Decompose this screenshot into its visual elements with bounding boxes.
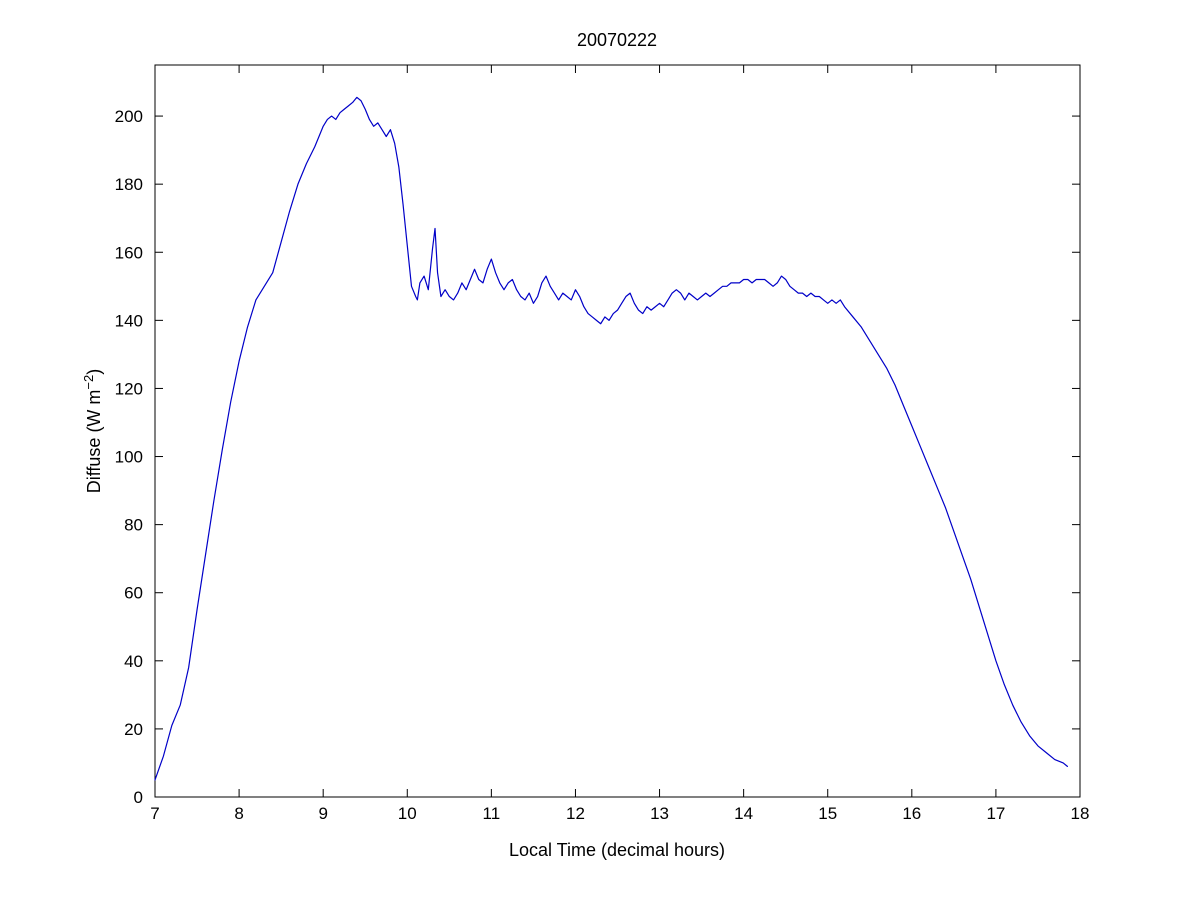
plot-box [154, 64, 1081, 798]
x-tick-label: 14 [734, 804, 753, 823]
y-tick-label: 60 [124, 584, 143, 603]
y-axis-label-main: Diffuse (W m [84, 389, 104, 494]
x-tick-label: 9 [318, 804, 327, 823]
y-axis-label-superscript: −2 [81, 374, 96, 390]
y-tick-label: 180 [115, 175, 143, 194]
y-tick-label: 80 [124, 516, 143, 535]
x-tick-label: 12 [566, 804, 585, 823]
x-tick-label: 16 [902, 804, 921, 823]
x-tick-label: 18 [1071, 804, 1090, 823]
y-tick-label: 160 [115, 243, 143, 262]
y-tick-label: 200 [115, 107, 143, 126]
chart-title: 20070222 [576, 30, 658, 50]
y-tick-label: 100 [115, 448, 143, 467]
x-tick-label: 7 [150, 804, 159, 823]
data-line-diffuse-irradiance [154, 96, 1068, 781]
y-tick-label: 0 [134, 788, 143, 807]
y-axis-label-close: ) [84, 368, 104, 375]
y-axis-label: Diffuse (W m−2) [81, 369, 105, 494]
x-axis-label: Local Time (decimal hours) [508, 840, 726, 860]
x-tick-label: 11 [483, 804, 501, 823]
x-tick-label: 10 [398, 804, 417, 823]
x-tick-label: 13 [650, 804, 669, 823]
x-tick-label: 17 [986, 804, 1005, 823]
x-tick-label: 15 [818, 804, 837, 823]
y-tick-label: 140 [115, 311, 143, 330]
y-tick-label: 120 [115, 379, 143, 398]
y-tick-label: 40 [124, 652, 143, 671]
y-tick-label: 20 [124, 720, 143, 739]
x-tick-label: 8 [234, 804, 243, 823]
